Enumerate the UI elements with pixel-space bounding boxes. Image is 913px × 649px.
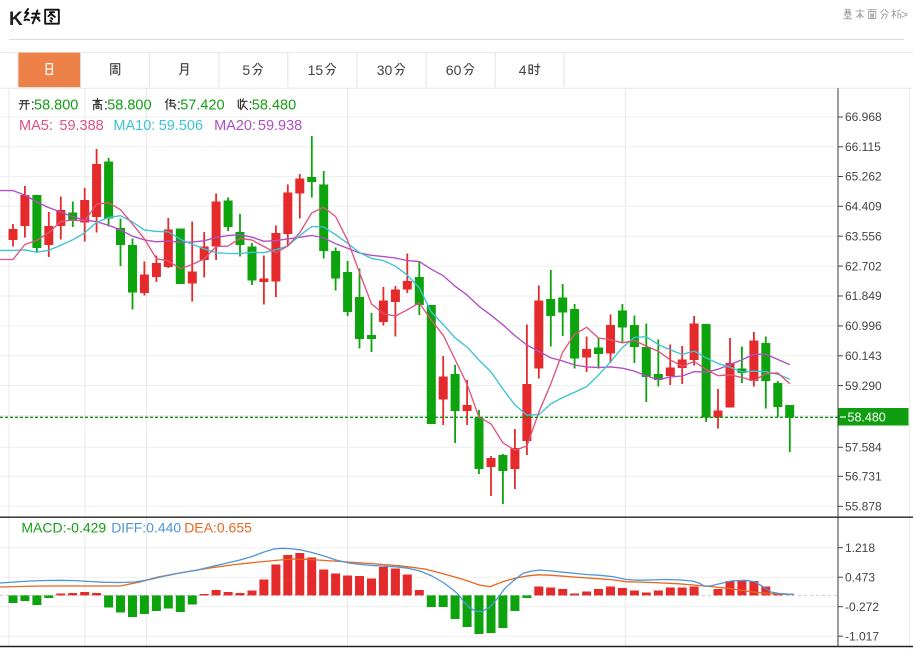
svg-text:61.849: 61.849: [845, 289, 882, 303]
svg-text:4: 4: [519, 62, 527, 78]
svg-text:-1.017: -1.017: [845, 629, 879, 643]
svg-text:59.388: 59.388: [59, 118, 103, 134]
svg-text::: :: [104, 97, 108, 113]
svg-text:66.115: 66.115: [845, 140, 881, 154]
svg-text:59.290: 59.290: [845, 379, 882, 393]
svg-text:58.800: 58.800: [34, 97, 78, 113]
svg-text:59.506: 59.506: [159, 118, 203, 134]
svg-text::: :: [249, 97, 253, 113]
svg-text:65.262: 65.262: [845, 170, 882, 184]
svg-text:1.218: 1.218: [845, 541, 875, 555]
svg-text:56.731: 56.731: [845, 470, 882, 484]
svg-text:15: 15: [308, 62, 324, 78]
svg-text:60.996: 60.996: [845, 319, 882, 333]
svg-text:DEA:0.655: DEA:0.655: [184, 520, 252, 536]
svg-text:MA10:: MA10:: [113, 118, 155, 134]
svg-text::: :: [177, 97, 181, 113]
svg-text:MA20:: MA20:: [214, 118, 256, 134]
svg-text::: :: [31, 97, 35, 113]
svg-text:MACD:-0.429: MACD:-0.429: [21, 520, 106, 536]
svg-text:57.584: 57.584: [845, 441, 882, 455]
svg-text:59.938: 59.938: [258, 118, 302, 134]
svg-text:66.968: 66.968: [845, 110, 882, 124]
svg-text:58.480: 58.480: [848, 410, 886, 424]
svg-text:58.800: 58.800: [107, 97, 151, 113]
svg-text:DIFF:0.440: DIFF:0.440: [111, 520, 181, 536]
svg-text:K: K: [9, 9, 23, 30]
svg-text:5: 5: [242, 62, 250, 78]
svg-text:-0.272: -0.272: [845, 600, 879, 614]
svg-text:57.420: 57.420: [180, 97, 224, 113]
svg-text:58.480: 58.480: [252, 97, 296, 113]
svg-text:55.878: 55.878: [845, 500, 882, 514]
svg-text:63.556: 63.556: [845, 229, 882, 243]
svg-text:>: >: [901, 8, 908, 22]
svg-text:0.473: 0.473: [845, 570, 875, 584]
svg-text:30: 30: [377, 62, 393, 78]
svg-text:60: 60: [446, 62, 462, 78]
svg-text:62.702: 62.702: [845, 259, 882, 273]
svg-text:64.409: 64.409: [845, 200, 882, 214]
svg-text:60.143: 60.143: [845, 349, 882, 363]
svg-text:MA5:: MA5:: [19, 118, 53, 134]
